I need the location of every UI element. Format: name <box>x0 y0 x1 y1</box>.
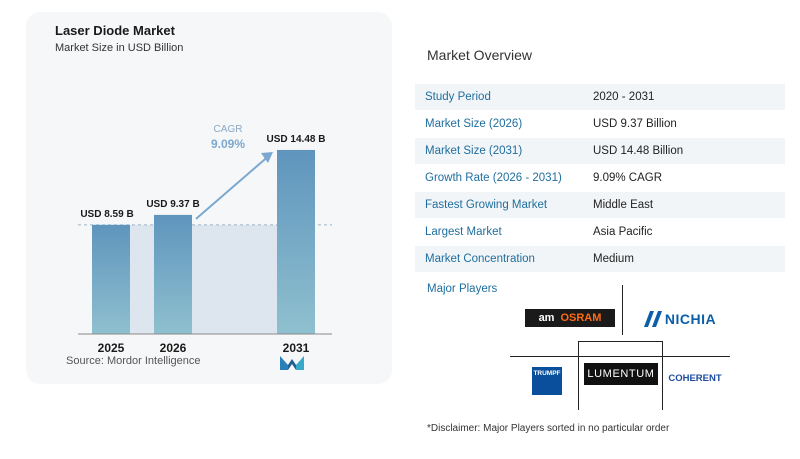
overview-table: Study Period 2020 - 2031 Market Size (20… <box>415 84 785 273</box>
overview-value: Middle East <box>593 199 654 211</box>
x-tick-label-2031: 2031 <box>283 341 310 355</box>
ams-logo-text: am <box>538 312 555 324</box>
overview-label: Fastest Growing Market <box>425 199 548 211</box>
lumentum-logo-text: LUMENTUM <box>587 368 655 380</box>
overview-row: Market Size (2026) USD 9.37 Billion <box>415 111 785 138</box>
lumentum-logo: LUMENTUM <box>584 363 658 385</box>
overview-value: USD 14.48 Billion <box>593 145 684 157</box>
ams-osram-logo: am OSRAM <box>525 309 615 327</box>
overview-row: Study Period 2020 - 2031 <box>415 84 785 111</box>
nichia-mark-icon <box>643 311 662 327</box>
cagr-arrow-line <box>195 153 272 220</box>
overview-row: Growth Rate (2026 - 2031) 9.09% CAGR <box>415 165 785 192</box>
grid-divider <box>578 341 662 342</box>
bar-2026 <box>154 214 192 334</box>
grid-divider <box>622 285 623 335</box>
overview-row: Market Size (2031) USD 14.48 Billion <box>415 138 785 165</box>
data-label-2031: USD 14.48 B <box>267 134 326 145</box>
nichia-logo-text: NICHIA <box>664 311 717 327</box>
overview-value: Asia Pacific <box>593 226 653 238</box>
overview-value: USD 9.37 Billion <box>593 118 677 130</box>
grid-divider <box>578 341 579 410</box>
overview-value: Medium <box>593 253 634 265</box>
data-label-2025: USD 8.59 B <box>80 209 133 220</box>
cagr-label: CAGR <box>214 124 243 135</box>
market-overview-panel: Market Overview Study Period 2020 - 2031… <box>415 0 800 459</box>
chart-title: Laser Diode Market <box>55 23 175 38</box>
x-tick-label-2026: 2026 <box>160 341 187 355</box>
mordor-logo-icon <box>280 356 304 370</box>
overview-label: Study Period <box>425 91 491 103</box>
overview-row: Market Concentration Medium <box>415 246 785 273</box>
coherent-logo: COHERENT <box>665 370 725 386</box>
coherent-logo-text: COHERENT <box>668 372 722 384</box>
bar-chart: USD 8.59 B 2025 USD 9.37 B 2026 USD 14.48 B 2… <box>78 124 332 355</box>
data-label-2026: USD 9.37 B <box>146 199 199 210</box>
bar-2025 <box>92 224 130 334</box>
nichia-logo: NICHIA <box>638 309 722 329</box>
bar-2031 <box>277 149 315 334</box>
overview-row: Largest Market Asia Pacific <box>415 219 785 246</box>
overview-label: Market Concentration <box>425 253 535 265</box>
overview-label: Largest Market <box>425 226 502 238</box>
overview-value: 9.09% CAGR <box>593 172 663 184</box>
source-text: Source: Mordor Intelligence <box>66 355 201 367</box>
overview-label: Growth Rate (2026 - 2031) <box>425 172 562 184</box>
major-players-grid: am OSRAM NICHIA TRUMPF LUMENTUM COHERENT <box>510 285 730 410</box>
osram-logo-text: OSRAM <box>560 312 602 324</box>
major-players-title: Major Players <box>427 283 498 295</box>
overview-value: 2020 - 2031 <box>593 91 655 103</box>
overview-title: Market Overview <box>427 47 533 63</box>
grid-divider <box>510 356 730 357</box>
overview-label: Market Size (2031) <box>425 145 523 157</box>
trumpf-logo-text: TRUMPF <box>533 370 561 377</box>
chart-subtitle: Market Size in USD Billion <box>55 42 184 54</box>
trumpf-logo: TRUMPF <box>532 367 562 395</box>
overview-row: Fastest Growing Market Middle East <box>415 192 785 219</box>
cagr-value: 9.09% <box>211 137 245 151</box>
grid-divider <box>662 341 663 410</box>
disclaimer-text: *Disclaimer: Major Players sorted in no … <box>427 423 670 434</box>
cagr-arrow-head-icon <box>261 151 273 163</box>
x-tick-label-2025: 2025 <box>98 341 125 355</box>
overview-label: Market Size (2026) <box>425 118 523 130</box>
growth-shade-region <box>130 224 277 334</box>
